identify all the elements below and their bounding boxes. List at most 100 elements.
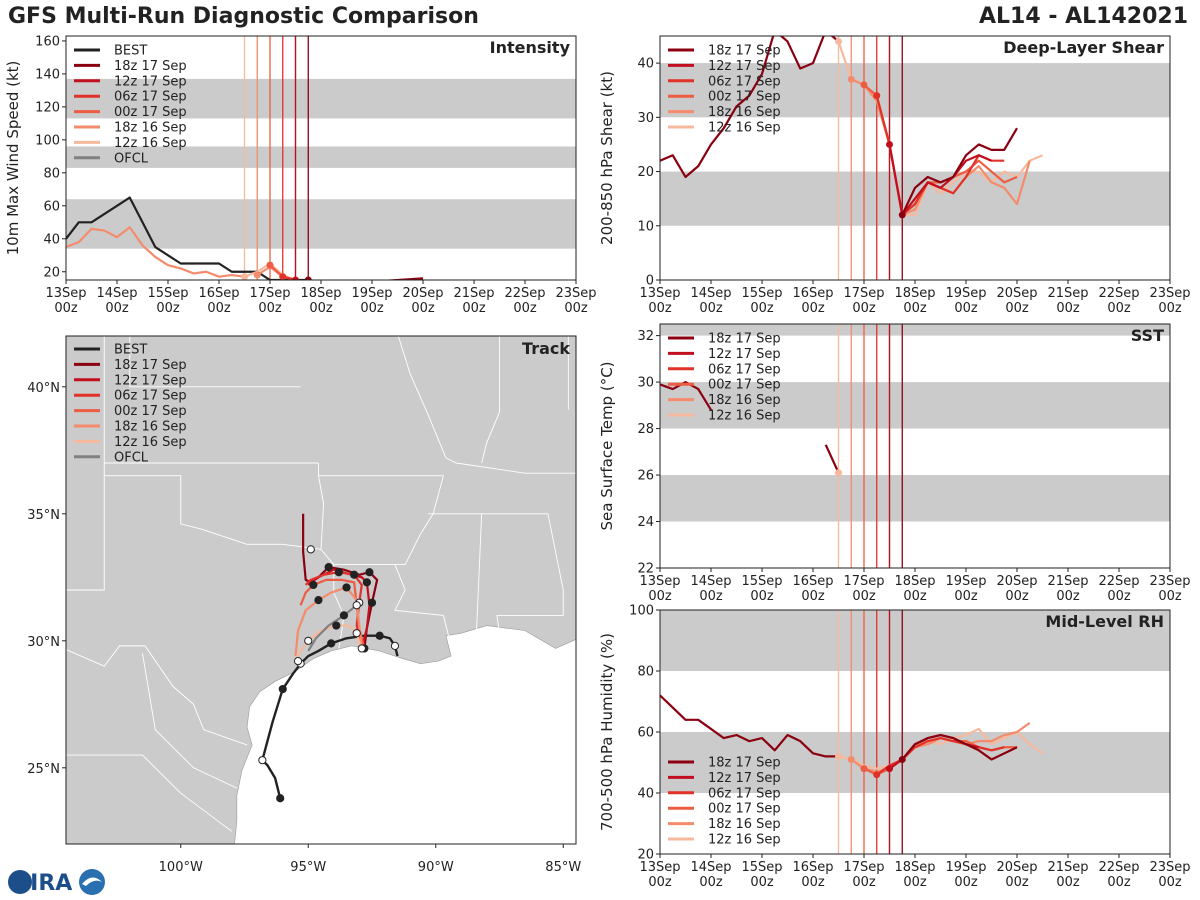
init-marker: [253, 271, 261, 279]
legend-label: 00z 17 Sep: [114, 404, 187, 419]
x-tick-label: 13Sep: [639, 574, 680, 589]
y-tick-label: 20: [43, 265, 60, 280]
legend-label: BEST: [114, 44, 147, 59]
init-marker: [835, 752, 842, 760]
legend-label: 18z 16 Sep: [114, 420, 187, 435]
page-title: GFS Multi-Run Diagnostic Comparison: [8, 4, 479, 29]
x-tick-label: 00z: [1107, 589, 1131, 604]
border-line: [404, 475, 444, 565]
x-tick-label: 00z: [699, 875, 723, 890]
x-tick-label: 00z: [54, 301, 78, 316]
rh-plot-area: [660, 610, 1170, 854]
legend-label: 06z 17 Sep: [708, 786, 781, 801]
x-tick-label: 00z: [207, 301, 231, 316]
x-tick-label: 15Sep: [147, 286, 188, 301]
panel-title: Deep-Layer Shear: [1003, 38, 1164, 57]
x-tick-label: 18Sep: [894, 574, 935, 589]
legend-label: 00z 17 Sep: [708, 90, 781, 105]
border-line: [476, 513, 483, 631]
y-tick-label: 40: [637, 787, 654, 802]
track-marker: [278, 684, 287, 694]
legend-label: OFCL: [114, 151, 149, 166]
legend-label: 12z 17 Sep: [114, 373, 187, 388]
shaded-band: [660, 63, 1170, 118]
legend-label: 18z 16 Sep: [708, 817, 781, 832]
x-tick-label: 00z: [360, 301, 384, 316]
x-tick-label: 18Sep: [894, 286, 935, 301]
y-tick-label: 80: [43, 166, 60, 181]
track-marker: [276, 794, 285, 803]
border-line: [66, 754, 233, 832]
x-tick-label: 95°W: [290, 860, 326, 875]
track-marker: [352, 629, 361, 638]
series-line: [824, 444, 840, 474]
y-tick-label: 100: [35, 133, 60, 148]
x-tick-label: 15Sep: [741, 286, 782, 301]
series-line: [660, 36, 840, 179]
border-line: [496, 513, 564, 634]
x-tick-label: 16Sep: [792, 574, 833, 589]
x-tick-label: 14Sep: [690, 286, 731, 301]
x-tick-label: 19Sep: [945, 860, 986, 875]
x-tick-label: 15Sep: [741, 574, 782, 589]
x-tick-label: 16Sep: [792, 286, 833, 301]
y-tick-label: 25°N: [27, 762, 60, 777]
x-tick-label: 00z: [1005, 875, 1029, 890]
x-tick-label: 14Sep: [690, 860, 731, 875]
shaded-band: [660, 382, 1170, 429]
x-tick-label: 15Sep: [741, 860, 782, 875]
track-marker: [342, 583, 351, 592]
intensity-plot-area: [66, 36, 576, 280]
y-tick-label: 28: [637, 422, 654, 437]
x-tick-label: 00z: [801, 589, 825, 604]
track-marker: [365, 568, 374, 577]
track-marker: [327, 639, 336, 648]
init-marker: [860, 81, 868, 89]
x-tick-label: 22Sep: [1098, 286, 1139, 301]
init-marker: [898, 755, 906, 763]
x-tick-label: 21Sep: [1047, 860, 1088, 875]
x-tick-label: 13Sep: [639, 286, 680, 301]
logo-text: CIRA: [14, 871, 72, 896]
shear-panel: 01020304013Sep00z14Sep00z15Sep00z16Sep00…: [598, 35, 1191, 316]
track-marker: [362, 578, 371, 587]
track-line: [294, 586, 363, 657]
y-tick-label: 40: [637, 57, 654, 72]
track-marker: [352, 601, 361, 610]
y-tick-label: 60: [43, 199, 60, 214]
legend-label: 00z 17 Sep: [114, 105, 187, 120]
legend-label: BEST: [114, 343, 147, 358]
init-marker: [860, 765, 868, 773]
init-marker: [241, 273, 248, 280]
x-tick-label: 85°W: [545, 860, 581, 875]
series-line: [901, 733, 1018, 761]
axes-frame: [65, 335, 577, 845]
y-tick-label: 140: [35, 67, 60, 82]
shear-plot-area: [660, 36, 1170, 280]
x-tick-label: 00z: [564, 301, 588, 316]
track-marker: [334, 568, 343, 577]
track-marker: [390, 641, 400, 650]
x-tick-label: 00z: [462, 301, 486, 316]
series-line: [888, 144, 992, 217]
y-tick-label: 32: [637, 329, 654, 344]
x-tick-label: 19Sep: [351, 286, 392, 301]
legend-label: 18z 17 Sep: [114, 358, 187, 373]
legend-label: 12z 17 Sep: [708, 771, 781, 786]
legend-label: 12z 16 Sep: [708, 409, 781, 424]
series-line: [838, 727, 1044, 770]
intensity-panel: 2040608010012014016013Sep00z14Sep00z15Se…: [4, 34, 597, 316]
track-marker: [324, 563, 333, 572]
x-tick-label: 00z: [750, 301, 774, 316]
shaded-band: [660, 324, 1170, 336]
x-tick-label: 17Sep: [843, 860, 884, 875]
y-axis-label: 200-850 hPa Shear (kt): [598, 71, 616, 245]
y-axis-label: Sea Surface Temp (°C): [598, 361, 616, 530]
init-marker: [266, 261, 274, 269]
y-tick-label: 20: [637, 848, 654, 863]
x-tick-label: 22Sep: [1098, 860, 1139, 875]
legend-label: 06z 17 Sep: [114, 90, 187, 105]
x-tick-label: 23Sep: [1149, 860, 1190, 875]
x-tick-label: 21Sep: [453, 286, 494, 301]
y-tick-label: 30: [637, 111, 654, 126]
